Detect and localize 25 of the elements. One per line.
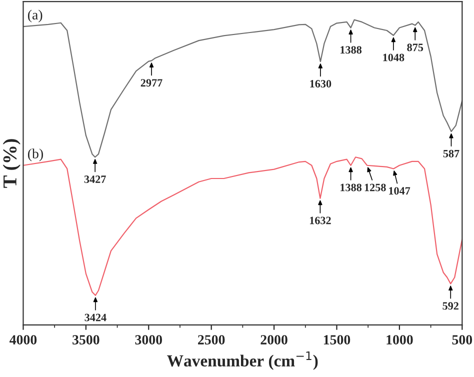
series-label: (b) <box>28 148 43 162</box>
x-tick-label: 3000 <box>135 335 162 344</box>
x-axis-title: Wavenumber (cm$^{−1}$) <box>167 351 318 370</box>
y-axis-title: T (%) <box>2 139 20 188</box>
annotation: 3424 <box>84 314 106 322</box>
annotation: 592 <box>442 302 458 310</box>
annotation: 1388 <box>340 46 362 54</box>
annotation: 1388 <box>340 184 362 192</box>
annotation: 1630 <box>310 80 332 88</box>
x-tick-label: 2000 <box>260 335 288 344</box>
annotation: 875 <box>407 44 424 52</box>
annotation: 1632 <box>310 216 331 224</box>
annotation: 1048 <box>383 54 404 62</box>
annotation: 1047 <box>389 187 410 195</box>
x-tick-label: 3500 <box>72 335 100 344</box>
annotation: 3427 <box>84 176 106 184</box>
series-label: (a) <box>28 10 42 22</box>
annotation: 1258 <box>364 184 386 192</box>
annotation: 2977 <box>140 79 162 87</box>
x-tick-label: 4000 <box>10 335 37 344</box>
x-tick-label: 500 <box>452 335 472 344</box>
x-tick-label: 2500 <box>198 335 225 344</box>
annotation: 587 <box>443 150 460 158</box>
x-tick-label: 1500 <box>324 335 350 344</box>
x-tick-label: 1000 <box>386 335 413 344</box>
